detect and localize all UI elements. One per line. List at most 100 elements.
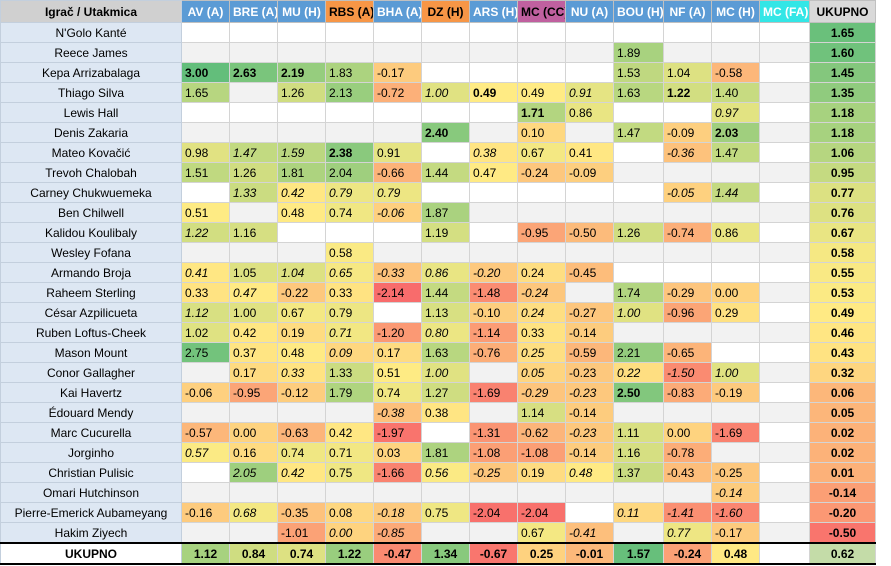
rating-cell[interactable]	[759, 322, 810, 343]
rating-cell[interactable]	[759, 402, 810, 423]
player-total-cell[interactable]: -0.20	[809, 502, 876, 523]
rating-cell[interactable]	[759, 22, 810, 43]
rating-cell[interactable]	[325, 102, 374, 123]
match-column-header[interactable]: NF (A)	[663, 0, 712, 23]
rating-cell[interactable]: -0.20	[469, 262, 518, 283]
match-total-cell[interactable]: 0.74	[277, 542, 326, 565]
rating-cell[interactable]: -1.48	[469, 282, 518, 303]
rating-cell[interactable]: -0.66	[373, 162, 422, 183]
rating-cell[interactable]	[565, 62, 614, 83]
rating-cell[interactable]	[229, 22, 278, 43]
rating-cell[interactable]: -0.12	[277, 382, 326, 403]
match-column-header[interactable]: MC (CC)	[517, 0, 566, 23]
rating-cell[interactable]	[373, 482, 422, 503]
rating-cell[interactable]: 0.86	[421, 262, 470, 283]
player-total-cell[interactable]: 1.06	[809, 142, 876, 163]
rating-cell[interactable]	[229, 402, 278, 423]
rating-cell[interactable]	[759, 502, 810, 523]
rating-cell[interactable]: 0.33	[517, 322, 566, 343]
rating-cell[interactable]: -0.83	[663, 382, 712, 403]
player-total-cell[interactable]: 0.05	[809, 402, 876, 423]
rating-cell[interactable]	[663, 22, 712, 43]
rating-cell[interactable]	[759, 62, 810, 83]
rating-cell[interactable]: 0.38	[469, 142, 518, 163]
rating-cell[interactable]: 1.00	[229, 302, 278, 323]
player-total-cell[interactable]: 0.53	[809, 282, 876, 303]
rating-cell[interactable]	[277, 122, 326, 143]
rating-cell[interactable]	[759, 262, 810, 283]
player-name[interactable]: Raheem Sterling	[0, 282, 182, 303]
rating-cell[interactable]: 0.05	[517, 362, 566, 383]
rating-cell[interactable]: 0.08	[325, 502, 374, 523]
rating-cell[interactable]: 1.81	[277, 162, 326, 183]
rating-cell[interactable]: 0.48	[277, 202, 326, 223]
player-total-cell[interactable]: 0.95	[809, 162, 876, 183]
match-column-header[interactable]: MU (H)	[277, 0, 326, 23]
rating-cell[interactable]: -0.10	[469, 302, 518, 323]
rating-cell[interactable]: 1.05	[229, 262, 278, 283]
rating-cell[interactable]: 0.75	[421, 502, 470, 523]
rating-cell[interactable]: 0.00	[711, 282, 760, 303]
rating-cell[interactable]	[711, 22, 760, 43]
rating-cell[interactable]: -0.24	[517, 282, 566, 303]
match-total-cell[interactable]: -0.24	[663, 542, 712, 565]
rating-cell[interactable]	[373, 102, 422, 123]
rating-cell[interactable]	[325, 222, 374, 243]
rating-cell[interactable]	[565, 282, 614, 303]
rating-cell[interactable]: -1.14	[469, 322, 518, 343]
rating-cell[interactable]: 0.67	[517, 522, 566, 544]
rating-cell[interactable]	[759, 302, 810, 323]
rating-cell[interactable]: -0.78	[663, 442, 712, 463]
rating-cell[interactable]: 1.53	[613, 62, 664, 83]
player-name[interactable]: Ruben Loftus-Cheek	[0, 322, 182, 343]
rating-cell[interactable]	[565, 482, 614, 503]
rating-cell[interactable]	[759, 442, 810, 463]
rating-cell[interactable]	[759, 522, 810, 544]
rating-cell[interactable]	[181, 462, 230, 483]
rating-cell[interactable]	[613, 242, 664, 263]
rating-cell[interactable]: 1.26	[613, 222, 664, 243]
rating-cell[interactable]	[181, 402, 230, 423]
match-total-cell[interactable]: 0.84	[229, 542, 278, 565]
rating-cell[interactable]: 0.19	[277, 322, 326, 343]
rating-cell[interactable]	[565, 202, 614, 223]
rating-cell[interactable]: 0.77	[663, 522, 712, 544]
match-column-header[interactable]: AV (A)	[181, 0, 230, 23]
rating-cell[interactable]: 0.65	[325, 262, 374, 283]
rating-cell[interactable]: 0.33	[181, 282, 230, 303]
rating-cell[interactable]: 1.26	[229, 162, 278, 183]
rating-cell[interactable]: 1.65	[181, 82, 230, 103]
rating-cell[interactable]: 0.42	[277, 462, 326, 483]
rating-cell[interactable]	[277, 242, 326, 263]
rating-cell[interactable]: 0.42	[325, 422, 374, 443]
rating-cell[interactable]	[373, 222, 422, 243]
rating-cell[interactable]: -0.14	[565, 322, 614, 343]
rating-cell[interactable]: -0.17	[373, 62, 422, 83]
rating-cell[interactable]: 0.03	[373, 442, 422, 463]
match-column-header[interactable]: BOU (H)	[613, 0, 664, 23]
totals-label[interactable]: UKUPNO	[0, 542, 182, 565]
rating-cell[interactable]: 0.10	[517, 122, 566, 143]
rating-cell[interactable]: 2.21	[613, 342, 664, 363]
rating-cell[interactable]	[613, 522, 664, 544]
rating-cell[interactable]: 0.37	[229, 342, 278, 363]
rating-cell[interactable]	[711, 42, 760, 63]
player-total-cell[interactable]: 1.65	[809, 22, 876, 43]
rating-cell[interactable]	[181, 242, 230, 263]
rating-cell[interactable]: 0.33	[277, 362, 326, 383]
rating-cell[interactable]: 1.14	[517, 402, 566, 423]
rating-cell[interactable]	[565, 122, 614, 143]
rating-cell[interactable]	[711, 262, 760, 283]
rating-cell[interactable]: 0.79	[373, 182, 422, 203]
rating-cell[interactable]: 2.38	[325, 142, 374, 163]
rating-cell[interactable]: 1.22	[181, 222, 230, 243]
rating-cell[interactable]: 0.74	[373, 382, 422, 403]
rating-cell[interactable]	[181, 182, 230, 203]
player-name[interactable]: Wesley Fofana	[0, 242, 182, 263]
player-name[interactable]: N'Golo Kanté	[0, 22, 182, 43]
player-name[interactable]: Pierre-Emerick Aubameyang	[0, 502, 182, 523]
rating-cell[interactable]: -1.60	[711, 502, 760, 523]
rating-cell[interactable]	[613, 162, 664, 183]
rating-cell[interactable]: -0.05	[663, 182, 712, 203]
rating-cell[interactable]	[759, 202, 810, 223]
